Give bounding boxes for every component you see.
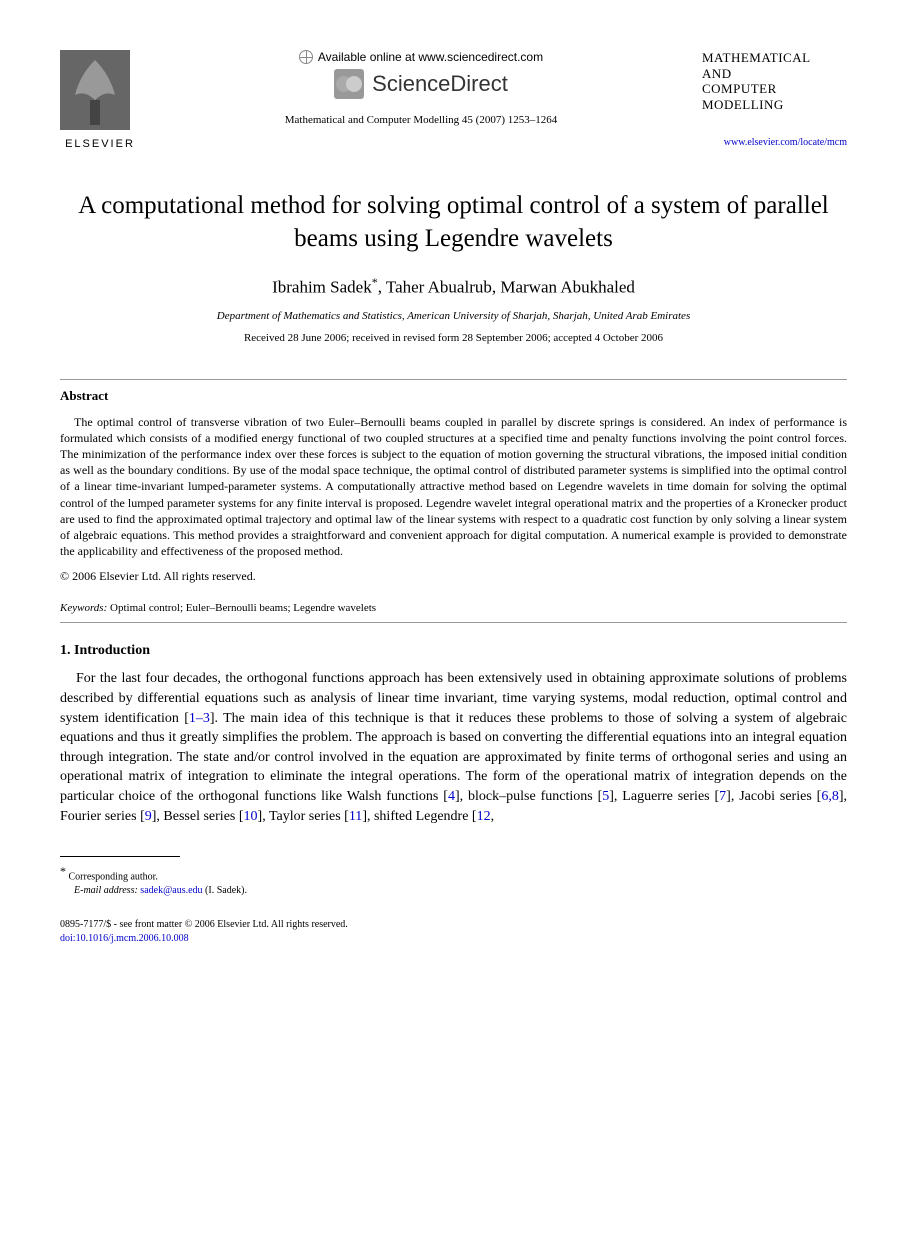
author-email-link[interactable]: sadek@aus.edu	[140, 885, 202, 896]
bottom-info: 0895-7177/$ - see front matter © 2006 El…	[60, 918, 847, 946]
available-online-text: Available online at www.sciencedirect.co…	[140, 50, 702, 64]
globe-icon	[299, 50, 313, 64]
author-3: Marwan Abukhaled	[500, 278, 635, 297]
keywords-label: Keywords:	[60, 602, 107, 614]
ref-link-12[interactable]: 12	[477, 809, 491, 824]
sciencedirect-icon	[334, 69, 364, 99]
article-title: A computational method for solving optim…	[60, 190, 847, 255]
ref-link-4[interactable]: 4	[448, 789, 455, 804]
journal-box: MATHEMATICAL AND COMPUTER MODELLING www.…	[702, 50, 847, 148]
email-label: E-mail address:	[74, 885, 138, 896]
divider	[60, 379, 847, 380]
keywords: Keywords: Optimal control; Euler–Bernoul…	[60, 602, 847, 614]
abstract-text: The optimal control of transverse vibrat…	[60, 414, 847, 560]
corresponding-footnote: * Corresponding author. E-mail address: …	[60, 863, 847, 898]
ref-link-11[interactable]: 11	[349, 809, 362, 824]
elsevier-label: ELSEVIER	[60, 138, 140, 150]
authors: Ibrahim Sadek*, Taher Abualrub, Marwan A…	[60, 275, 847, 298]
abstract-copyright: © 2006 Elsevier Ltd. All rights reserved…	[60, 569, 847, 584]
footnote-separator	[60, 856, 180, 857]
keywords-text: Optimal control; Euler–Bernoulli beams; …	[107, 602, 376, 614]
introduction-heading: 1. Introduction	[60, 643, 847, 659]
elsevier-logo: ELSEVIER	[60, 50, 140, 150]
journal-citation: Mathematical and Computer Modelling 45 (…	[140, 114, 702, 126]
affiliation: Department of Mathematics and Statistics…	[60, 310, 847, 322]
ref-link-6-8[interactable]: 6,8	[821, 789, 839, 804]
article-dates: Received 28 June 2006; received in revis…	[60, 332, 847, 344]
page-header: ELSEVIER Available online at www.science…	[60, 50, 847, 150]
journal-url-link[interactable]: www.elsevier.com/locate/mcm	[702, 137, 847, 148]
elsevier-tree-icon	[60, 50, 130, 130]
ref-link-9[interactable]: 9	[145, 809, 152, 824]
sciencedirect-logo: ScienceDirect	[140, 69, 702, 99]
center-header: Available online at www.sciencedirect.co…	[140, 50, 702, 126]
author-2: Taher Abualrub	[386, 278, 492, 297]
doi-link[interactable]: doi:10.1016/j.mcm.2006.10.008	[60, 933, 189, 944]
issn-line: 0895-7177/$ - see front matter © 2006 El…	[60, 918, 847, 932]
ref-link-1-3[interactable]: 1–3	[189, 711, 210, 726]
author-1: Ibrahim Sadek	[272, 278, 372, 297]
journal-name: MATHEMATICAL AND COMPUTER MODELLING	[702, 50, 847, 112]
divider	[60, 622, 847, 623]
introduction-paragraph: For the last four decades, the orthogona…	[60, 669, 847, 826]
ref-link-10[interactable]: 10	[244, 809, 258, 824]
abstract-heading: Abstract	[60, 388, 847, 404]
